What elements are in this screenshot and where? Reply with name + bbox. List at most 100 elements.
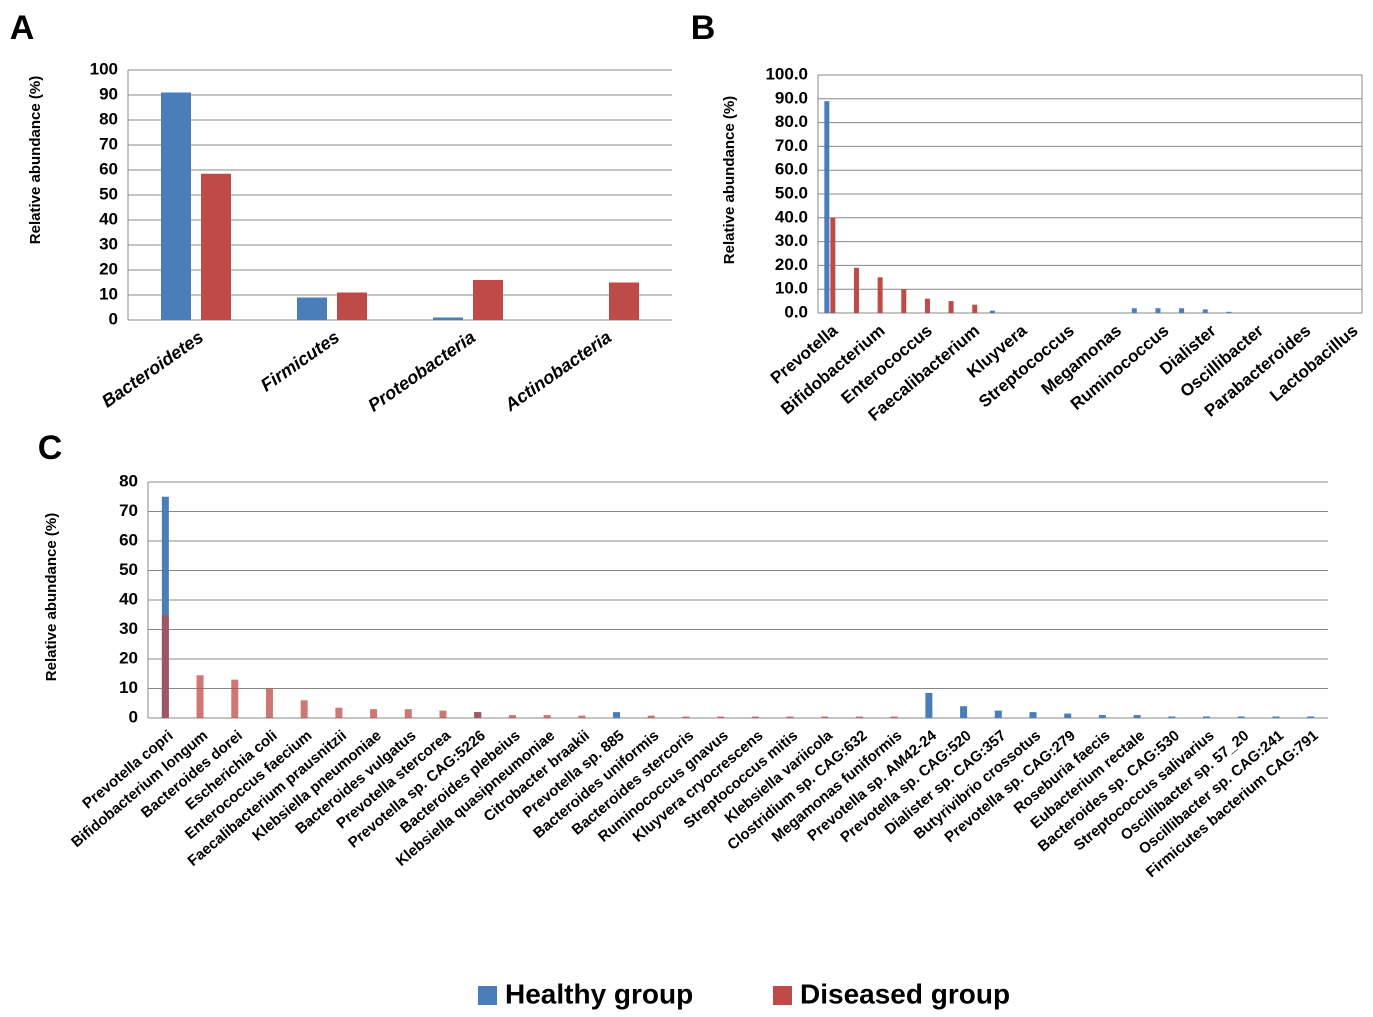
bar [890,716,898,718]
bar [901,289,907,313]
y-tick-label: 80 [99,109,118,128]
bar [1307,716,1315,718]
panel-letter: A [10,9,35,47]
y-tick-label: 50 [99,184,118,203]
bar [161,614,169,718]
y-tick-label: 0 [129,707,138,726]
legend-label: Diseased group [800,978,1010,1009]
bar [647,715,655,718]
y-tick-label: 30.0 [775,231,808,250]
bar [1168,716,1176,718]
x-tick-label: Bacteroidetes [98,327,207,412]
bar [609,282,639,320]
bar [1202,309,1208,313]
x-tick-label: Firmicutes [257,327,343,396]
y-axis-label: Relative abundance (%) [43,513,60,681]
bar [337,292,367,320]
bar [335,707,343,718]
bar [543,715,551,718]
y-tick-label: 0 [109,309,118,328]
bar [1272,716,1280,718]
x-tick-label: Proteobacteria [364,327,479,416]
y-tick-label: 80 [119,471,138,490]
bar [1029,712,1037,718]
bar [613,712,621,718]
x-tick-label: Actinobacteria [500,327,615,416]
y-tick-label: 20 [99,259,118,278]
y-tick-label: 100.0 [765,64,808,83]
bar [924,298,930,313]
bar [1155,308,1161,313]
bar [1131,308,1137,313]
y-tick-label: 80.0 [775,112,808,131]
bar [578,715,586,718]
bar [196,675,204,718]
bar [855,716,863,718]
bar [989,310,995,313]
y-tick-label: 50.0 [775,183,808,202]
bar [830,217,836,313]
bar [925,692,933,718]
y-tick-label: 90.0 [775,88,808,107]
bar [161,496,169,718]
bar [201,173,231,320]
bar [1098,715,1106,718]
bar [231,679,239,718]
y-axis-label: Relative abundance (%) [721,96,738,264]
y-tick-label: 50 [119,560,138,579]
y-tick-label: 40 [119,589,138,608]
bar [1179,308,1185,313]
bar [404,709,412,718]
y-tick-label: 10 [119,678,138,697]
bar [508,715,516,718]
y-tick-label: 60 [99,159,118,178]
bar [972,304,978,313]
panel-letter: C [38,429,63,467]
y-tick-label: 30 [99,234,118,253]
y-tick-label: 20 [119,648,138,667]
y-tick-label: 70 [99,134,118,153]
y-tick-label: 70 [119,501,138,520]
bar [877,277,883,313]
legend-label: Healthy group [505,978,693,1009]
bar [948,301,954,313]
bar [439,710,447,718]
legend-swatch [478,986,497,1005]
bar [473,280,503,320]
y-tick-label: 40 [99,209,118,228]
y-tick-label: 0.0 [784,302,808,321]
bar [960,706,968,718]
y-axis-label: Relative abundance (%) [27,76,44,244]
bar [682,716,690,718]
bar [821,716,829,718]
y-tick-label: 90 [99,84,118,103]
y-tick-label: 70.0 [775,136,808,155]
y-tick-label: 20.0 [775,255,808,274]
bar [300,700,308,718]
bar [853,267,859,313]
bar [717,716,725,718]
bar [1133,715,1141,718]
bar [751,716,759,718]
bar [994,710,1002,718]
y-tick-label: 40.0 [775,207,808,226]
y-tick-label: 60 [119,530,138,549]
bar [433,317,463,320]
panel-letter: B [691,9,716,47]
bar [1203,716,1211,718]
plot-frame [817,74,1363,314]
bar [161,92,191,320]
bar [1064,713,1072,718]
bar [786,716,794,718]
y-tick-label: 30 [119,619,138,638]
bar [265,688,273,718]
y-tick-label: 100 [90,59,118,78]
y-tick-label: 60.0 [775,160,808,179]
bar [474,712,482,718]
bar [824,101,830,314]
bar [1226,311,1232,313]
legend-swatch [773,986,792,1005]
bar [1237,716,1245,718]
y-tick-label: 10.0 [775,279,808,298]
